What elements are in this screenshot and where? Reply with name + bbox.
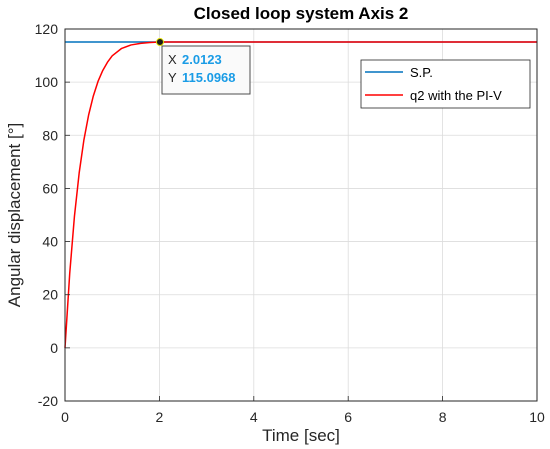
y-tick-label: 0 xyxy=(50,340,58,356)
legend-box xyxy=(360,59,531,109)
y-tick-label: 120 xyxy=(35,21,59,37)
y-tick-label: 40 xyxy=(42,234,58,250)
y-tick-label: 100 xyxy=(35,74,59,90)
datatip-x-label: X xyxy=(168,52,177,67)
series-layer xyxy=(64,41,537,348)
x-tick-label: 0 xyxy=(61,409,69,425)
chart-title: Closed loop system Axis 2 xyxy=(194,4,409,23)
x-tick-label: 2 xyxy=(156,409,164,425)
x-tick-label: 4 xyxy=(250,409,258,425)
x-tick-label: 6 xyxy=(344,409,352,425)
datatip-marker[interactable] xyxy=(155,38,164,47)
plot-frame xyxy=(64,28,538,402)
datatip-y-label: Y xyxy=(168,70,177,85)
grid xyxy=(65,29,537,401)
datatip-y-value: 115.0968 xyxy=(182,70,236,85)
y-axis-label: Angular displacement [°] xyxy=(5,123,24,307)
datatip-box xyxy=(161,45,251,95)
x-tick-label: 10 xyxy=(529,409,545,425)
x-axis-label: Time [sec] xyxy=(262,426,340,445)
y-tick-label: 60 xyxy=(42,180,58,196)
y-tick-label: -20 xyxy=(38,393,58,409)
series-line-1 xyxy=(64,41,537,348)
x-tick-label: 8 xyxy=(439,409,447,425)
legend-label-sp: S.P. xyxy=(410,65,433,80)
datatip-x-value: 2.0123 xyxy=(182,52,222,67)
datatip[interactable]: X 2.0123 Y 115.0968 xyxy=(155,38,251,95)
y-tick-label: 20 xyxy=(42,287,58,303)
legend-label-q2: q2 with the PI-V xyxy=(410,88,502,103)
legend: S.P. q2 with the PI-V xyxy=(360,59,531,109)
y-tick-label: 80 xyxy=(42,127,58,143)
